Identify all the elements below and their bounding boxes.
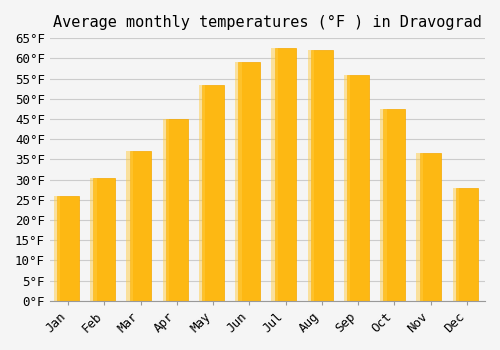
Bar — [416, 153, 423, 301]
Bar — [162, 119, 169, 301]
Bar — [202, 85, 224, 301]
Bar — [420, 153, 442, 301]
Bar — [199, 85, 205, 301]
Bar — [94, 177, 115, 301]
Bar — [456, 188, 477, 301]
Bar — [90, 177, 96, 301]
Bar — [54, 196, 60, 301]
Bar — [274, 48, 296, 301]
Bar — [311, 50, 332, 301]
Bar — [166, 119, 188, 301]
Bar — [126, 151, 133, 301]
Bar — [130, 151, 152, 301]
Bar — [452, 188, 460, 301]
Title: Average monthly temperatures (°F ) in Dravograd: Average monthly temperatures (°F ) in Dr… — [53, 15, 482, 30]
Bar — [238, 62, 260, 301]
Bar — [384, 109, 405, 301]
Bar — [235, 62, 242, 301]
Bar — [344, 75, 350, 301]
Bar — [347, 75, 369, 301]
Bar — [272, 48, 278, 301]
Bar — [308, 50, 314, 301]
Bar — [380, 109, 386, 301]
Bar — [57, 196, 79, 301]
